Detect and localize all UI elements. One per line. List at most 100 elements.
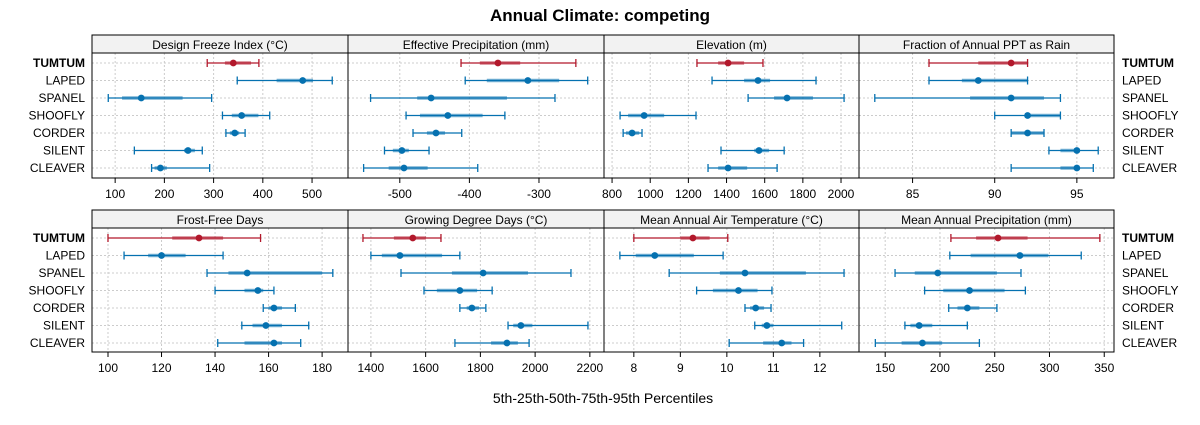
median-point bbox=[966, 287, 973, 294]
median-point bbox=[398, 147, 406, 154]
row-label: SILENT bbox=[43, 144, 86, 158]
interval-mark bbox=[214, 286, 275, 295]
x-tick-label: 1000 bbox=[637, 187, 664, 201]
median-point bbox=[974, 77, 982, 84]
x-tick-label: 100 bbox=[98, 361, 118, 375]
row-label: SILENT bbox=[1122, 144, 1165, 158]
x-tick-label: 150 bbox=[875, 361, 895, 375]
interval-mark bbox=[236, 76, 333, 85]
panel: Design Freeze Index (°C) 100 200 300 400 500 bbox=[91, 34, 349, 201]
median-point bbox=[494, 59, 502, 67]
median-point bbox=[1024, 129, 1031, 137]
median-point bbox=[755, 147, 763, 154]
interval-mark bbox=[405, 111, 506, 120]
row-label: SILENT bbox=[43, 319, 86, 333]
interval-mark bbox=[460, 59, 577, 67]
row-label: SHOOFLY bbox=[1122, 109, 1178, 123]
median-point bbox=[243, 269, 251, 277]
panel-title: Design Freeze Index (°C) bbox=[152, 38, 288, 52]
interval-mark bbox=[370, 251, 461, 260]
x-tick-label: 12 bbox=[813, 361, 827, 375]
row-label: SHOOFLY bbox=[29, 284, 85, 298]
median-point bbox=[689, 234, 697, 242]
interval-mark bbox=[206, 59, 260, 67]
median-point bbox=[628, 129, 636, 137]
median-point bbox=[741, 269, 749, 277]
median-point bbox=[444, 112, 452, 119]
panel: Mean Annual Precipitation (mm) 150 200 250 3… bbox=[858, 209, 1115, 375]
panel-border bbox=[858, 52, 1115, 179]
x-tick-label: -400 bbox=[457, 187, 481, 201]
x-tick-label: 1600 bbox=[751, 187, 778, 201]
x-tick-label: 120 bbox=[152, 361, 172, 375]
median-point bbox=[299, 77, 307, 84]
interval-mark bbox=[619, 111, 697, 120]
median-point bbox=[752, 304, 760, 312]
row-labels-left: TUMTUM LAPED SPANEL SHOOFLY CORDER SILENT CLEA… bbox=[29, 56, 86, 350]
median-point bbox=[468, 304, 476, 312]
median-point bbox=[262, 322, 270, 329]
median-point bbox=[195, 234, 203, 242]
interval-mark bbox=[459, 304, 487, 312]
interval-mark bbox=[225, 129, 246, 137]
median-point bbox=[754, 77, 762, 84]
x-tick-label: 200 bbox=[930, 361, 950, 375]
x-axis-label: 5th-25th-50th-75th-95th Percentiles bbox=[493, 390, 713, 406]
median-point bbox=[427, 94, 435, 102]
interval-mark bbox=[696, 59, 764, 67]
median-point bbox=[1024, 112, 1031, 119]
row-label: SPANEL bbox=[39, 266, 86, 280]
interval-mark bbox=[904, 321, 968, 330]
x-tick-label: 2000 bbox=[522, 361, 549, 375]
interval-mark bbox=[695, 286, 773, 295]
x-tick-label: 85 bbox=[906, 187, 920, 201]
row-label: TUMTUM bbox=[33, 231, 85, 245]
median-point bbox=[524, 77, 532, 84]
panel-title: Mean Annual Air Temperature (°C) bbox=[640, 213, 823, 227]
interval-mark bbox=[217, 339, 302, 347]
median-point bbox=[1007, 59, 1015, 67]
median-point bbox=[409, 234, 417, 242]
x-tick-label: 95 bbox=[1070, 187, 1084, 201]
interval-mark bbox=[928, 59, 1029, 67]
interval-mark bbox=[711, 76, 817, 85]
median-point bbox=[432, 129, 440, 137]
x-tick-label: 2000 bbox=[828, 187, 855, 201]
panel: Effective Precipitation (mm) -500 -400 -300 bbox=[347, 34, 605, 201]
row-label: SHOOFLY bbox=[29, 109, 85, 123]
x-tick-label: 11 bbox=[767, 361, 780, 375]
interval-mark bbox=[123, 251, 224, 260]
row-label: CLEAVER bbox=[1122, 161, 1177, 175]
x-tick-label: 800 bbox=[602, 187, 622, 201]
x-tick-label: 8 bbox=[630, 361, 637, 375]
median-point bbox=[517, 322, 525, 329]
interval-mark bbox=[720, 146, 785, 155]
row-label: CORDER bbox=[1122, 126, 1174, 140]
interval-mark bbox=[423, 286, 493, 295]
median-point bbox=[238, 112, 246, 119]
interval-mark bbox=[221, 111, 271, 120]
x-tick-label: 1800 bbox=[467, 361, 494, 375]
interval-mark bbox=[107, 234, 262, 242]
x-tick-label: 300 bbox=[1039, 361, 1059, 375]
interval-mark bbox=[874, 94, 1062, 102]
interval-mark bbox=[923, 286, 1027, 295]
row-label: CORDER bbox=[33, 126, 85, 140]
interval-mark bbox=[928, 76, 1029, 85]
panel-title: Frost-Free Days bbox=[177, 213, 264, 227]
panel: Frost-Free Days 100 120 140 160 180 bbox=[91, 209, 349, 375]
x-tick-label: 1200 bbox=[675, 187, 702, 201]
interval-mark bbox=[949, 251, 1082, 260]
interval-mark bbox=[619, 251, 724, 260]
median-point bbox=[137, 94, 145, 102]
median-point bbox=[919, 339, 926, 347]
panel: Elevation (m) 800 1000 1200 1400 1600 1800 2000 bbox=[602, 34, 860, 201]
x-tick-label: 9 bbox=[677, 361, 684, 375]
interval-mark bbox=[633, 234, 729, 242]
interval-mark bbox=[454, 339, 530, 347]
median-point bbox=[229, 59, 237, 67]
interval-mark bbox=[1010, 164, 1094, 172]
median-point bbox=[254, 287, 262, 294]
x-tick-label: -300 bbox=[527, 187, 551, 201]
